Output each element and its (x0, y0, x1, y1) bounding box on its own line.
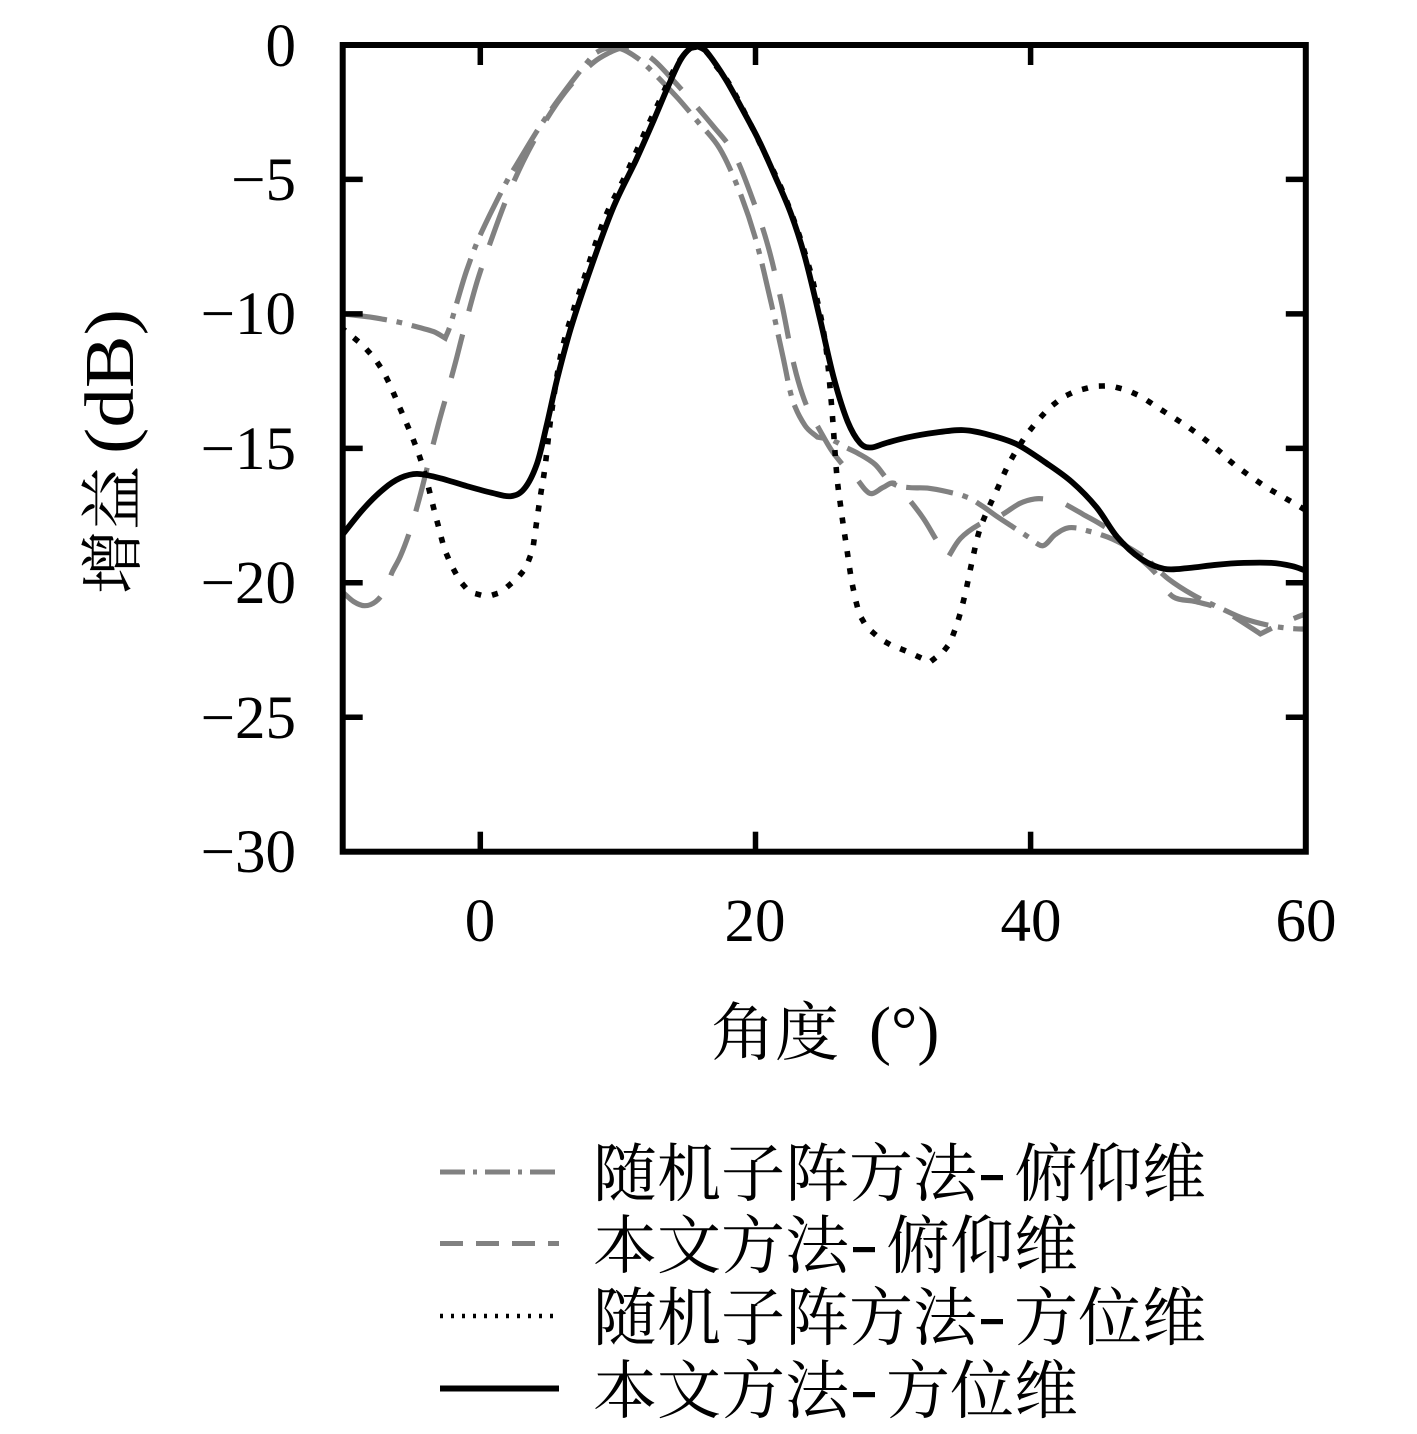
svg-text:−30: −30 (201, 819, 296, 886)
svg-text:(°): (°) (869, 994, 939, 1067)
svg-text:20: 20 (725, 888, 786, 955)
svg-text:−20: −20 (201, 550, 296, 617)
svg-text:40: 40 (1001, 888, 1062, 955)
svg-text:0: 0 (266, 13, 297, 80)
svg-text:0: 0 (465, 888, 496, 955)
svg-text:−5: −5 (231, 147, 296, 214)
svg-text:60: 60 (1276, 888, 1337, 955)
svg-text:−15: −15 (201, 416, 296, 483)
svg-text:−10: −10 (201, 281, 296, 348)
svg-text:−25: −25 (201, 685, 296, 752)
svg-text:(dB): (dB) (71, 309, 149, 454)
